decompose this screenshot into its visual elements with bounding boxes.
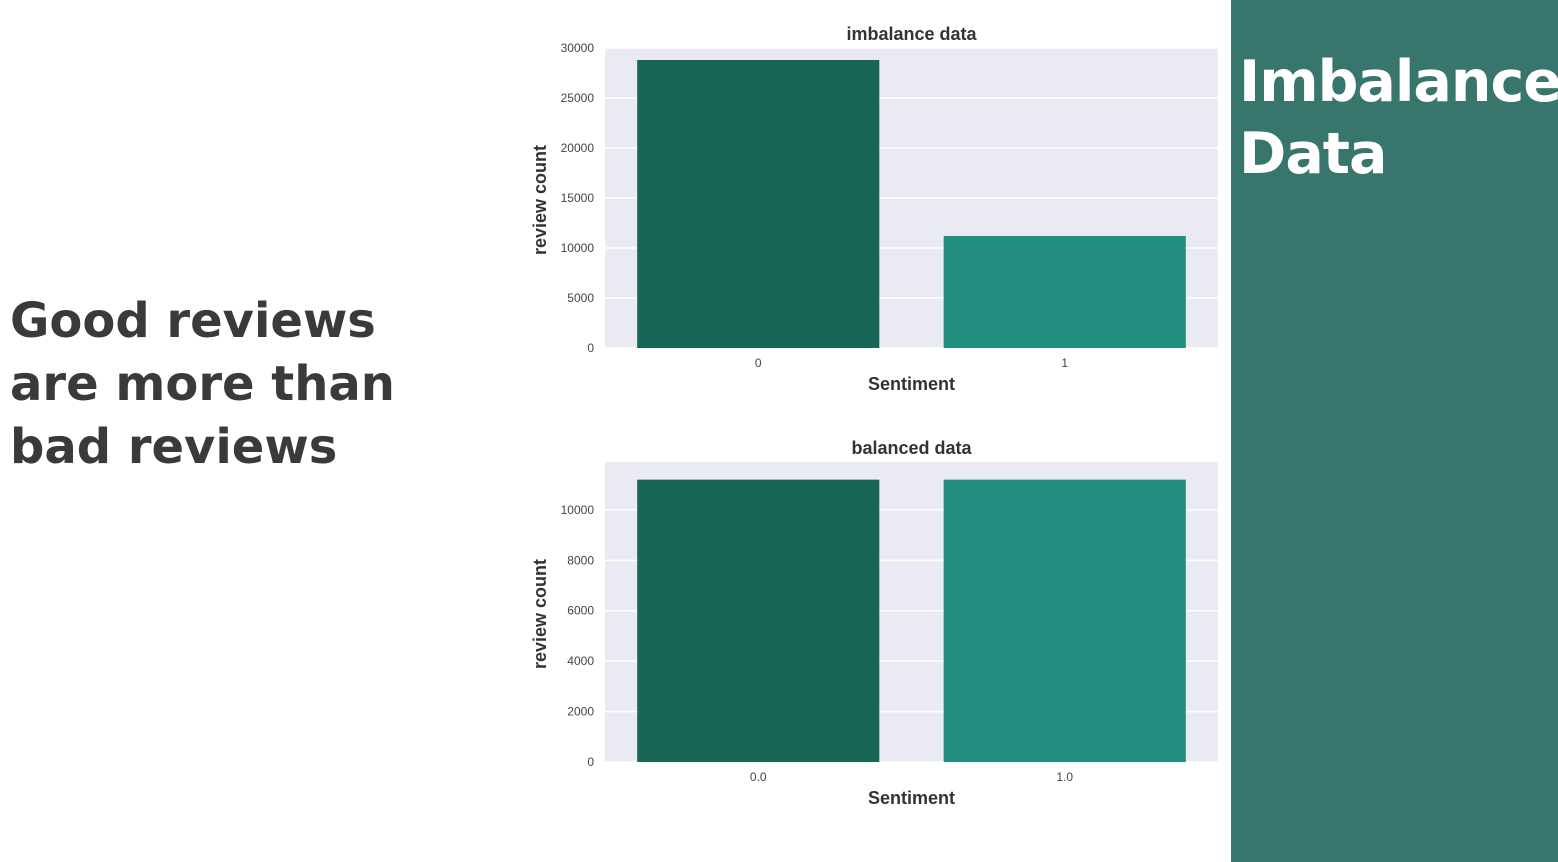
panel-title: Imbalance Data bbox=[1239, 49, 1558, 187]
chart-title: balanced data bbox=[851, 438, 972, 458]
y-tick-label: 10000 bbox=[561, 241, 595, 255]
balanced-chart: 0 2000 4000 6000 8000 10000 0.0 1.0 balanced dat… bbox=[530, 438, 1218, 808]
chart-title: imbalance data bbox=[846, 24, 977, 44]
y-tick-label: 6000 bbox=[567, 604, 594, 618]
y-tick-label: 5000 bbox=[567, 291, 594, 305]
x-tick-label: 1 bbox=[1061, 356, 1068, 370]
y-tick-label: 30000 bbox=[561, 41, 595, 55]
y-tick-label: 2000 bbox=[567, 705, 594, 719]
x-axis-label: Sentiment bbox=[868, 374, 955, 394]
y-tick-label: 4000 bbox=[567, 654, 594, 668]
y-tick-label: 0 bbox=[587, 755, 594, 769]
y-axis-label: review count bbox=[530, 559, 550, 669]
y-tick-label: 10000 bbox=[561, 503, 595, 517]
x-tick-label: 1.0 bbox=[1056, 770, 1073, 784]
bar-1.0 bbox=[943, 479, 1186, 762]
y-axis-label: review count bbox=[530, 145, 550, 255]
y-tick-label: 15000 bbox=[561, 191, 595, 205]
x-tick-label: 0.0 bbox=[750, 770, 767, 784]
y-tick-label: 0 bbox=[587, 341, 594, 355]
x-tick-label: 0 bbox=[755, 356, 762, 370]
side-panel: Imbalance Data bbox=[1231, 0, 1558, 862]
x-axis-label: Sentiment bbox=[868, 788, 955, 808]
bar-0 bbox=[637, 60, 880, 348]
bar-0.0 bbox=[637, 479, 880, 762]
y-tick-label: 8000 bbox=[567, 553, 594, 567]
slide-heading: Good reviews are more than bad reviews bbox=[10, 293, 395, 475]
y-tick-label: 20000 bbox=[561, 141, 595, 155]
imbalance-chart: 0 5000 10000 15000 20000 25000 30000 0 1 imbalanc… bbox=[530, 24, 1218, 394]
y-tick-label: 25000 bbox=[561, 91, 595, 105]
bar-1 bbox=[943, 236, 1186, 348]
